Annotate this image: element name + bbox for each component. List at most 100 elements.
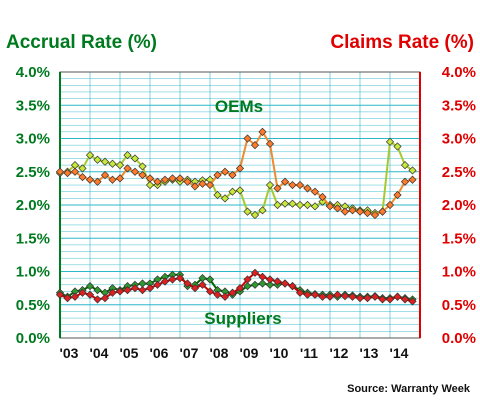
sup_claims-point bbox=[55, 290, 65, 299]
sup_claims-point bbox=[310, 290, 320, 299]
sup_claims-point bbox=[205, 287, 215, 296]
oem_claims-point bbox=[93, 177, 102, 186]
right-tick-label: 4.0% bbox=[442, 64, 476, 81]
right-tick-label: 2.5% bbox=[442, 164, 476, 181]
oem_accrual-point bbox=[303, 200, 312, 210]
sup_claims-point bbox=[145, 284, 155, 293]
oem_claims-point bbox=[310, 187, 320, 196]
right-tick-label: 0.0% bbox=[442, 330, 476, 347]
sup_claims-point bbox=[273, 277, 282, 286]
x-tick-label: '12 bbox=[330, 345, 349, 361]
oem_claims-point bbox=[340, 207, 350, 216]
oems-label: OEMs bbox=[215, 97, 263, 116]
sup_claims-point bbox=[175, 274, 185, 283]
oem_claims-line bbox=[59, 129, 413, 217]
oem_accrual-point bbox=[123, 151, 132, 160]
oem_accrual-point bbox=[108, 159, 117, 168]
oem_accrual-point bbox=[265, 180, 275, 190]
sup_claims-point bbox=[340, 292, 350, 301]
sup_accrual-point bbox=[243, 282, 252, 291]
oem_claims-point bbox=[318, 192, 327, 202]
oem_claims-point bbox=[243, 134, 252, 143]
oem_accrual-point bbox=[235, 186, 245, 195]
oem_claims-point bbox=[145, 174, 155, 183]
series-layer bbox=[55, 127, 417, 306]
oem_claims-point bbox=[408, 175, 417, 184]
right-tick-label: 3.0% bbox=[442, 131, 476, 148]
oem_claims-point bbox=[265, 139, 275, 148]
sup_claims-point bbox=[85, 290, 95, 299]
oem_accrual-point bbox=[393, 142, 402, 151]
oem_claims-point bbox=[393, 190, 402, 200]
x-tick-label: '13 bbox=[360, 345, 379, 361]
oem_claims-point bbox=[183, 177, 192, 186]
x-axis-ticks: '03 '04 '05 '06 '07 '08 '09 '10 '11 '12 '13 '14 bbox=[60, 345, 409, 361]
sup_claims-point bbox=[220, 292, 230, 301]
left-tick-label: 0.0% bbox=[16, 330, 50, 347]
sup_claims-point bbox=[355, 294, 365, 303]
sup_claims-point bbox=[190, 284, 200, 293]
oem_accrual-point bbox=[213, 190, 222, 200]
sup_claims-point bbox=[288, 282, 297, 291]
oem_claims-point bbox=[363, 208, 372, 218]
oem_claims-point bbox=[348, 206, 357, 215]
sup_claims-point bbox=[63, 294, 72, 303]
oem_claims-point bbox=[325, 202, 335, 211]
sup_claims-point bbox=[70, 292, 80, 301]
oem_claims-point bbox=[333, 204, 342, 213]
oem_claims-point bbox=[130, 167, 140, 176]
oem_claims-point bbox=[138, 170, 147, 180]
sup_claims-point bbox=[318, 292, 327, 301]
oem_accrual-point bbox=[115, 161, 125, 170]
left-tick-label: 4.0% bbox=[16, 64, 50, 81]
oem_claims-point bbox=[63, 168, 72, 178]
sup_claims-point bbox=[198, 280, 207, 289]
sup_claims-point bbox=[265, 275, 275, 284]
oem_claims-point bbox=[273, 184, 282, 193]
oem_accrual-point bbox=[100, 157, 110, 166]
sup_claims-point bbox=[295, 288, 305, 297]
x-tick-label: '05 bbox=[120, 345, 139, 361]
sup_claims-point bbox=[385, 295, 395, 304]
left-tick-label: 2.0% bbox=[16, 197, 50, 214]
left-tick-label: 0.5% bbox=[16, 297, 50, 314]
x-tick-label: '03 bbox=[60, 345, 79, 361]
x-tick-label: '09 bbox=[240, 345, 259, 361]
left-tick-label: 1.0% bbox=[16, 264, 50, 281]
sup_claims-point bbox=[378, 295, 387, 304]
right-tick-label: 2.0% bbox=[442, 197, 476, 214]
sup_claims-point bbox=[228, 288, 237, 297]
oem_claims-point bbox=[378, 207, 387, 216]
oem_claims-point bbox=[370, 210, 380, 220]
oem_claims-point bbox=[55, 167, 65, 176]
oem_claims-point bbox=[213, 170, 222, 180]
oem_claims-point bbox=[250, 141, 260, 150]
oem_claims-point bbox=[123, 164, 132, 173]
oem_claims-point bbox=[228, 170, 237, 180]
sup_accrual-point bbox=[93, 286, 102, 295]
sup_claims-point bbox=[213, 290, 222, 299]
oem_claims-point bbox=[85, 175, 95, 184]
oem_claims-point bbox=[153, 177, 162, 186]
x-tick-label: '10 bbox=[270, 345, 289, 361]
sup_claims-point bbox=[153, 280, 162, 289]
oem_claims-point bbox=[115, 174, 125, 183]
oem_claims-point bbox=[280, 177, 290, 186]
sup_accrual-point bbox=[205, 275, 215, 284]
sup_claims-series bbox=[55, 268, 417, 306]
oem_claims-point bbox=[190, 182, 200, 191]
sup_accrual-point bbox=[250, 280, 260, 289]
sup_claims-point bbox=[325, 292, 335, 301]
oem_accrual-point bbox=[138, 162, 147, 171]
oem_accrual-point bbox=[145, 180, 155, 190]
sup_claims-point bbox=[100, 294, 110, 303]
sup_claims-point bbox=[93, 295, 102, 304]
sup_claims-point bbox=[370, 292, 380, 301]
sup_claims-point bbox=[258, 272, 267, 281]
oem_accrual-point bbox=[130, 154, 140, 163]
oem_accrual-point bbox=[288, 199, 297, 208]
sup_claims-point bbox=[243, 275, 252, 284]
sup_accrual-point bbox=[258, 279, 267, 288]
sup_claims-point bbox=[250, 268, 260, 277]
